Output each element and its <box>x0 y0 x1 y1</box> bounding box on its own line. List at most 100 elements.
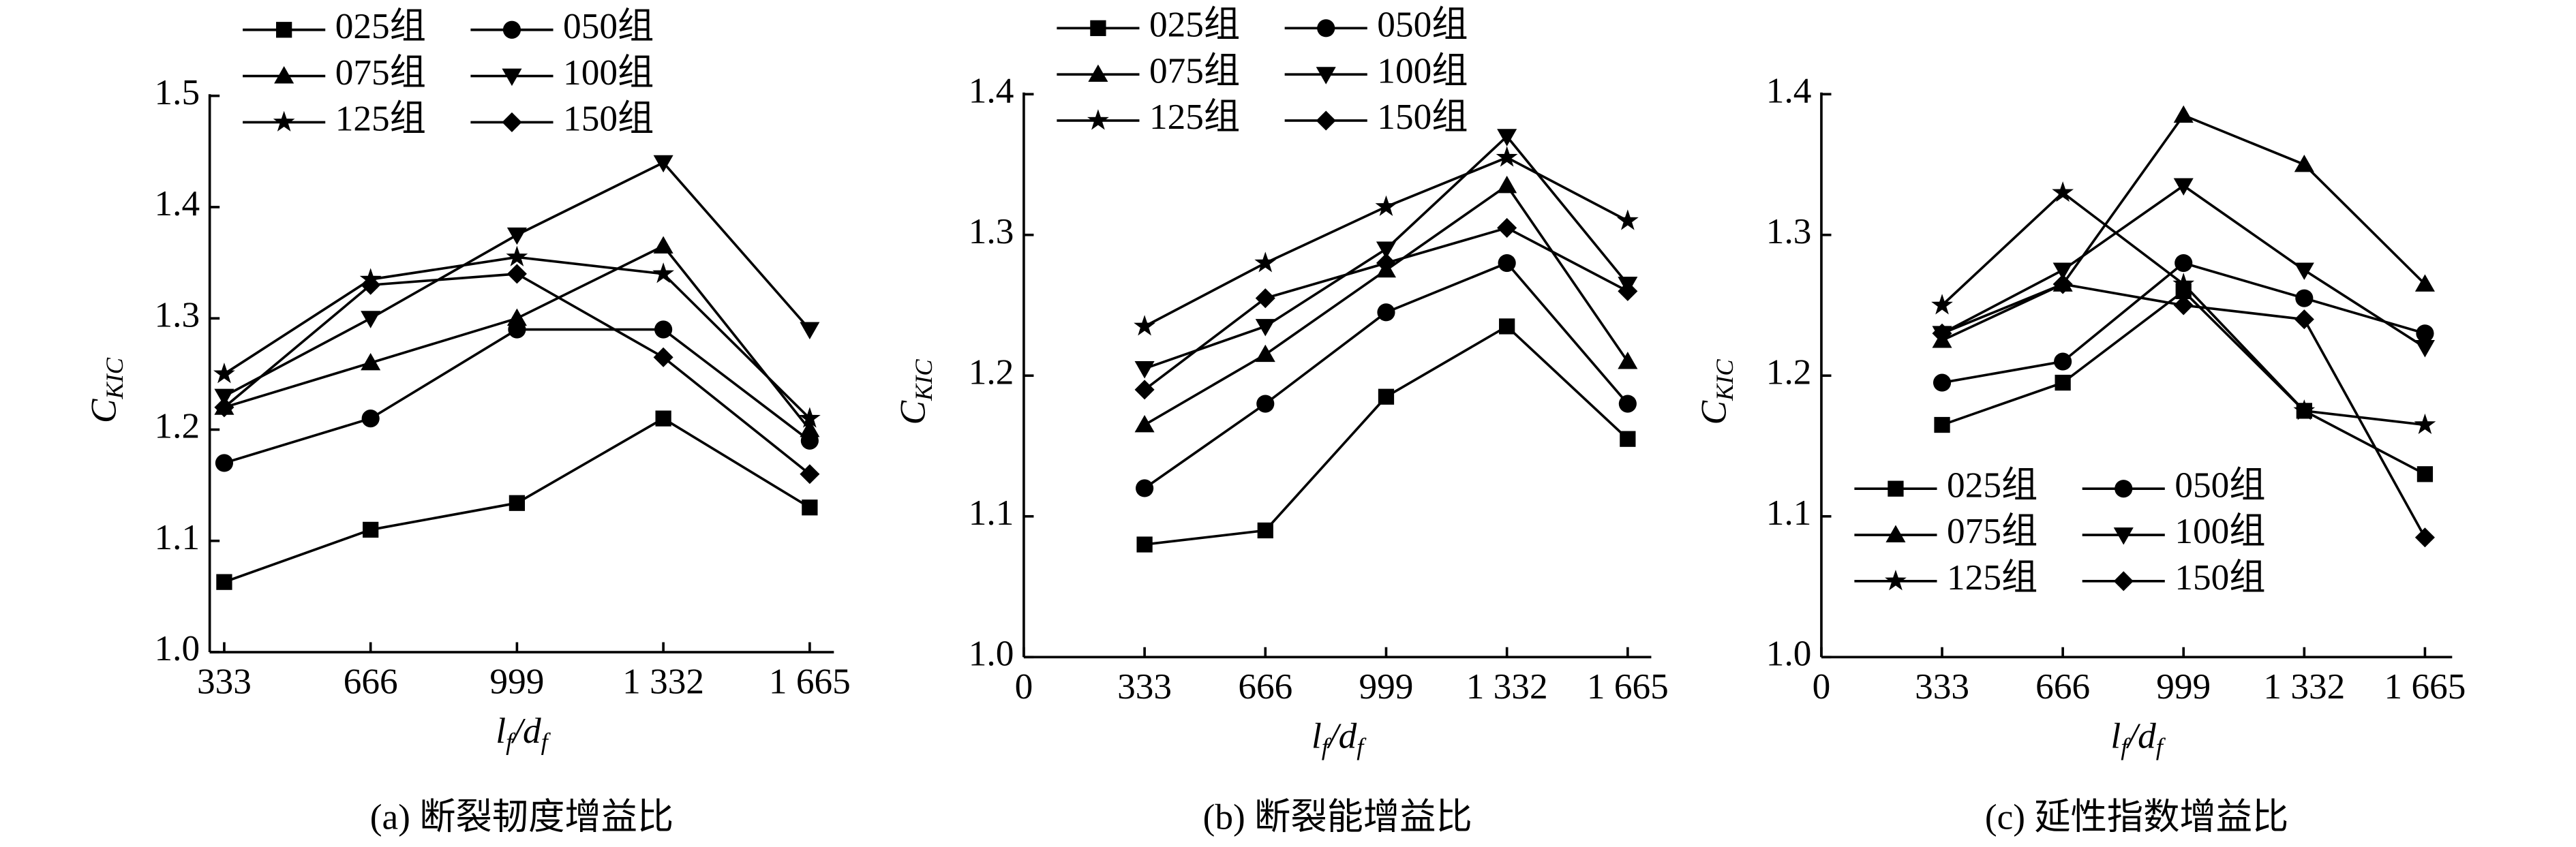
y-tick-label: 1.3 <box>155 294 200 335</box>
x-tick-label: 333 <box>197 662 252 702</box>
marker <box>1378 388 1395 405</box>
y-tick-label: 1.2 <box>155 406 200 446</box>
marker <box>1888 480 1904 497</box>
marker <box>1616 209 1639 230</box>
x-tick-label: 999 <box>1359 666 1414 707</box>
x-label-sub: f <box>1357 733 1367 760</box>
legend-label: 125组 <box>335 99 426 139</box>
y-label-sub: KIC <box>101 357 128 399</box>
marker <box>2172 273 2195 294</box>
marker <box>1376 241 1397 259</box>
marker <box>800 322 820 340</box>
marker <box>1497 217 1517 238</box>
marker <box>2295 289 2314 307</box>
legend-label: 050组 <box>563 6 654 46</box>
caption: (b) 断裂能增益比 <box>1203 797 1472 837</box>
marker <box>502 112 522 132</box>
y-tick-label: 1.4 <box>969 70 1014 110</box>
x-tick-label: 666 <box>2035 666 2090 707</box>
y-axis-label: CKIC <box>893 359 938 425</box>
y-tick-label: 1.1 <box>1766 493 1812 533</box>
series-line <box>1941 289 2426 476</box>
x-label-part: /d <box>1327 716 1357 756</box>
marker <box>2113 571 2134 591</box>
legend-label: 025组 <box>1149 5 1240 45</box>
y-axis-label: CKIC <box>1694 359 1739 425</box>
series-line <box>1144 261 1629 489</box>
marker <box>1255 288 1275 309</box>
marker <box>2416 466 2434 482</box>
x-tick-label: 999 <box>489 662 544 702</box>
marker <box>213 363 235 384</box>
marker <box>1934 416 1950 433</box>
x-tick-label: 1 665 <box>769 662 851 702</box>
marker <box>2052 181 2074 202</box>
marker <box>1090 20 1106 36</box>
marker <box>361 311 381 328</box>
marker <box>2173 295 2194 315</box>
marker <box>2414 527 2435 548</box>
y-label-sub: KIC <box>910 359 937 401</box>
marker <box>363 521 379 538</box>
y-tick-label: 1.3 <box>969 211 1014 251</box>
marker <box>2173 178 2194 196</box>
caption: (c) 延性指数增益比 <box>1985 797 2288 837</box>
marker <box>361 352 381 371</box>
y-tick-label: 1.1 <box>969 493 1014 533</box>
legend-label: 100组 <box>2175 511 2265 551</box>
marker <box>1377 303 1395 322</box>
marker <box>652 262 675 283</box>
marker <box>1317 19 1335 37</box>
legend-label: 025组 <box>335 6 426 46</box>
x-tick-label: 0 <box>1015 666 1033 707</box>
x-axis-label: lf/df <box>496 711 551 756</box>
y-tick-label: 1.2 <box>1766 352 1812 392</box>
subplot: 1.0 1.1 1.2 1.3 1.4 1.5 333 666 999 1 332 1 665 CKI… <box>84 6 851 837</box>
marker <box>800 464 820 484</box>
marker <box>2294 154 2314 172</box>
y-tick-label: 1.5 <box>155 72 200 112</box>
y-tick-label: 1.4 <box>1766 70 1812 110</box>
marker <box>2052 262 2073 280</box>
legend: 025组 050组 075组 100组 125组 150组 <box>1057 5 1468 137</box>
y-label-sub: KIC <box>1711 359 1738 401</box>
legend: 025组 050组 075组 100组 125组 150组 <box>1854 465 2266 598</box>
marker <box>1497 175 1517 194</box>
y-tick-label: 1.1 <box>155 517 200 557</box>
marker <box>506 245 528 266</box>
marker <box>653 155 673 173</box>
marker <box>1136 536 1153 553</box>
marker <box>802 499 818 516</box>
y-tick-label: 1.2 <box>969 352 1014 392</box>
marker <box>798 407 821 428</box>
x-tick-label: 1 332 <box>622 662 704 702</box>
marker <box>276 22 292 38</box>
legend-label: 125组 <box>1149 97 1240 137</box>
y-axis-label: CKIC <box>84 357 129 423</box>
marker <box>2416 324 2434 343</box>
marker <box>1497 129 1517 147</box>
marker <box>1255 344 1275 363</box>
y-label-main: C <box>1694 400 1734 425</box>
marker <box>1885 570 1907 591</box>
marker <box>2414 274 2435 292</box>
marker <box>2294 309 2314 330</box>
marker <box>1499 318 1515 335</box>
marker <box>1618 395 1637 413</box>
marker <box>273 110 295 132</box>
marker <box>1087 109 1109 130</box>
marker <box>1618 352 1638 369</box>
x-label-sub: f <box>2156 733 2166 760</box>
marker <box>653 347 673 367</box>
legend-label: 075组 <box>1149 50 1240 91</box>
marker <box>1134 361 1155 379</box>
legend-label: 150组 <box>563 99 654 139</box>
marker <box>1376 253 1397 273</box>
marker <box>506 264 527 284</box>
marker <box>274 66 294 84</box>
marker <box>2052 274 2073 294</box>
marker <box>1255 319 1275 337</box>
x-label-part: l <box>1312 716 1322 756</box>
marker <box>2414 413 2436 435</box>
marker <box>1257 522 1273 539</box>
